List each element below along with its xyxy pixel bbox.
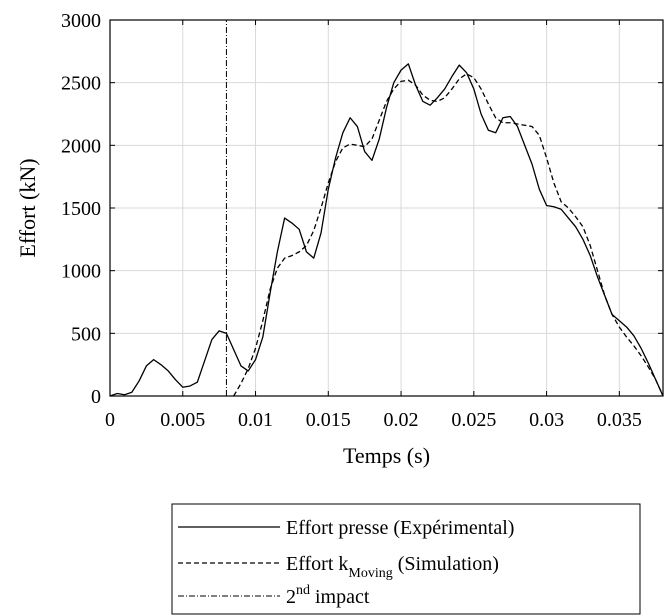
legend-impact-after: impact bbox=[310, 586, 370, 608]
y-tick-label: 2500 bbox=[61, 73, 101, 95]
y-tick-label: 0 bbox=[91, 386, 101, 408]
legend: Effort presse (Expérimental) Effort kMov… bbox=[171, 503, 641, 615]
x-tick-label: 0.025 bbox=[451, 409, 496, 431]
legend-impact-main: 2 bbox=[286, 586, 296, 608]
series-line-0 bbox=[109, 63, 664, 397]
grid bbox=[110, 20, 663, 396]
legend-item-impact: 2nd impact bbox=[178, 583, 370, 608]
x-tick-label: 0.03 bbox=[529, 409, 564, 431]
legend-label-impact: 2nd impact bbox=[286, 583, 370, 608]
series-layer bbox=[109, 20, 664, 397]
series-line-1 bbox=[233, 73, 664, 397]
legend-item-simulation: Effort kMoving (Simulation) bbox=[178, 553, 499, 581]
y-tick-label: 500 bbox=[71, 323, 101, 345]
x-tick-label: 0.005 bbox=[160, 409, 205, 431]
y-axis-label: Effort (kN) bbox=[15, 158, 40, 257]
legend-label-experimental: Effort presse (Expérimental) bbox=[286, 517, 514, 539]
legend-item-experimental: Effort presse (Expérimental) bbox=[178, 517, 514, 539]
x-axis-label: Temps (s) bbox=[343, 443, 430, 468]
y-tick-label: 1000 bbox=[61, 261, 101, 283]
legend-simulation-sub: Moving bbox=[348, 566, 392, 581]
legend-impact-sup: nd bbox=[296, 583, 310, 598]
legend-simulation-main: Effort k bbox=[286, 553, 348, 575]
y-tick-label: 2000 bbox=[61, 135, 101, 157]
axis-ticks: 0 0.005 0.01 0.015 0.02 0.025 0.03 0.035 0 500 100… bbox=[61, 10, 663, 431]
x-tick-label: 0.01 bbox=[238, 409, 273, 431]
y-tick-label: 3000 bbox=[61, 10, 101, 32]
x-tick-label: 0.035 bbox=[597, 409, 642, 431]
legend-label-simulation: Effort kMoving (Simulation) bbox=[286, 553, 499, 581]
legend-simulation-after: (Simulation) bbox=[393, 553, 499, 575]
x-tick-label: 0 bbox=[105, 409, 115, 431]
x-tick-label: 0.02 bbox=[384, 409, 419, 431]
x-tick-label: 0.015 bbox=[306, 409, 351, 431]
y-tick-label: 1500 bbox=[61, 198, 101, 220]
